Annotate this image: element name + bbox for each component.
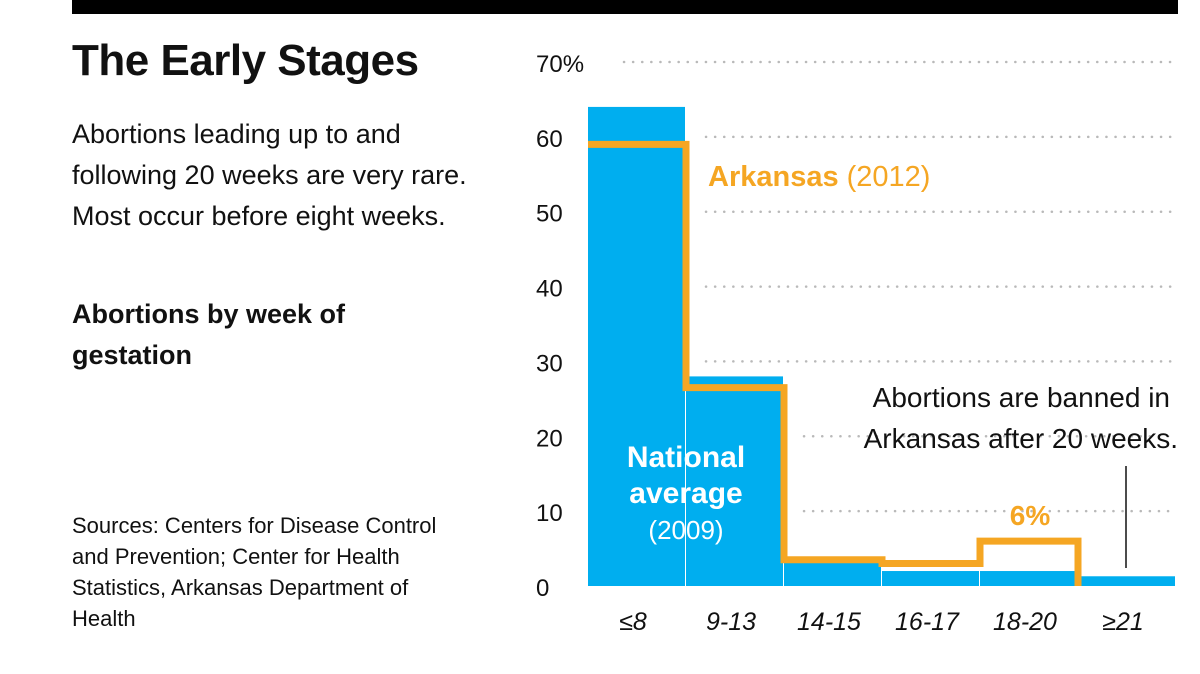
x-tick-label: 18-20 — [993, 608, 1057, 636]
national-bar — [980, 571, 1077, 586]
national-bar — [588, 106, 685, 587]
national-series-label: National — [627, 441, 745, 474]
y-tick-label: 30 — [536, 350, 563, 377]
national-series-label-2: average — [629, 477, 742, 510]
national-bar — [686, 376, 783, 586]
national-bar — [1078, 576, 1175, 586]
y-tick-label: 70% — [536, 51, 584, 78]
x-tick-label: 9-13 — [706, 608, 756, 636]
national-bar — [882, 571, 979, 586]
chart-subtitle: Abortions by week of gestation — [72, 299, 346, 370]
x-tick-label: ≥21 — [1102, 608, 1144, 636]
peak-value-label: 6% — [1010, 500, 1051, 531]
arkansas-series-label: Arkansas (2012) — [708, 161, 930, 193]
y-tick-label: 50 — [536, 201, 563, 228]
sources-note: Sources: Centers for Disease Control and… — [72, 513, 437, 631]
y-tick-label: 10 — [536, 500, 563, 527]
ban-note-line-2: Arkansas after 20 weeks. — [864, 423, 1178, 454]
y-tick-label: 20 — [536, 425, 563, 452]
description-text: Abortions leading up to and following 20… — [72, 119, 467, 231]
x-tick-label: ≤8 — [619, 608, 647, 636]
y-tick-label: 40 — [536, 276, 563, 303]
y-tick-label: 60 — [536, 126, 563, 153]
page-title: The Early Stages — [72, 36, 419, 85]
national-series-year: (2009) — [648, 515, 723, 545]
y-tick-label: 0 — [536, 575, 549, 602]
ban-note-line-1: Abortions are banned in — [873, 382, 1170, 413]
top-rule — [72, 0, 1178, 14]
x-tick-label: 16-17 — [895, 608, 960, 636]
x-tick-label: 14-15 — [797, 608, 861, 636]
arkansas-line — [588, 140, 1082, 586]
national-bar — [784, 559, 881, 586]
